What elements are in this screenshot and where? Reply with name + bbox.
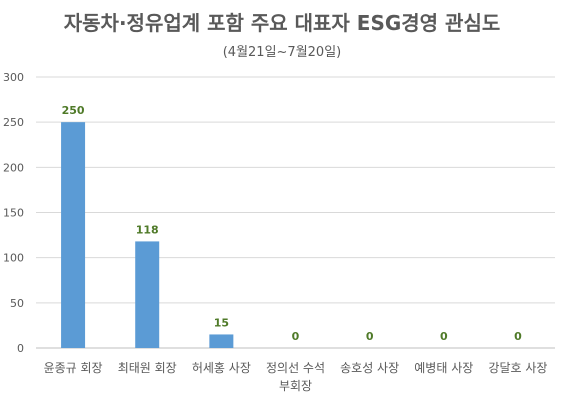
y-tick-label: 250 bbox=[3, 116, 24, 129]
chart-title: 자동차·정유업계 포함 주요 대표자 ESG경영 관심도 bbox=[64, 11, 501, 35]
y-tick-label: 100 bbox=[3, 252, 24, 265]
data-label: 15 bbox=[214, 316, 229, 329]
y-tick-label: 50 bbox=[10, 297, 24, 310]
category-label: 예병태 사장 bbox=[414, 361, 473, 375]
bar bbox=[209, 334, 234, 348]
chart-subtitle: (4월21일~7월20일) bbox=[223, 45, 342, 60]
data-label: 0 bbox=[292, 330, 300, 343]
bar bbox=[61, 122, 86, 349]
y-tick-label: 200 bbox=[3, 161, 24, 174]
category-label: 강달호 사장 bbox=[488, 361, 547, 375]
data-label: 250 bbox=[62, 104, 85, 117]
data-label: 0 bbox=[366, 330, 374, 343]
gridlines bbox=[36, 76, 555, 349]
y-tick-label: 150 bbox=[3, 207, 24, 220]
category-label: 송호성 사장 bbox=[340, 361, 399, 375]
category-labels: 윤종규 회장 최태원 회장 허세홍 사장 정의선 수석 부회장 송호성 사장 예병태 사장 강… bbox=[44, 361, 548, 393]
bar bbox=[135, 241, 160, 348]
y-tick-label: 0 bbox=[17, 342, 24, 355]
data-labels: 250 118 15 0 0 0 0 bbox=[62, 104, 523, 343]
data-label: 0 bbox=[514, 330, 522, 343]
y-tick-label: 300 bbox=[3, 71, 24, 84]
category-label: 최태원 회장 bbox=[118, 361, 177, 375]
category-label: 정의선 수석 부회장 bbox=[266, 361, 325, 393]
data-label: 118 bbox=[136, 223, 159, 236]
data-label: 0 bbox=[440, 330, 448, 343]
category-label: 윤종규 회장 bbox=[44, 361, 103, 375]
category-label: 허세홍 사장 bbox=[192, 361, 251, 375]
bars bbox=[61, 122, 234, 349]
y-axis-ticks: 0 50 100 150 200 250 300 bbox=[3, 71, 24, 355]
